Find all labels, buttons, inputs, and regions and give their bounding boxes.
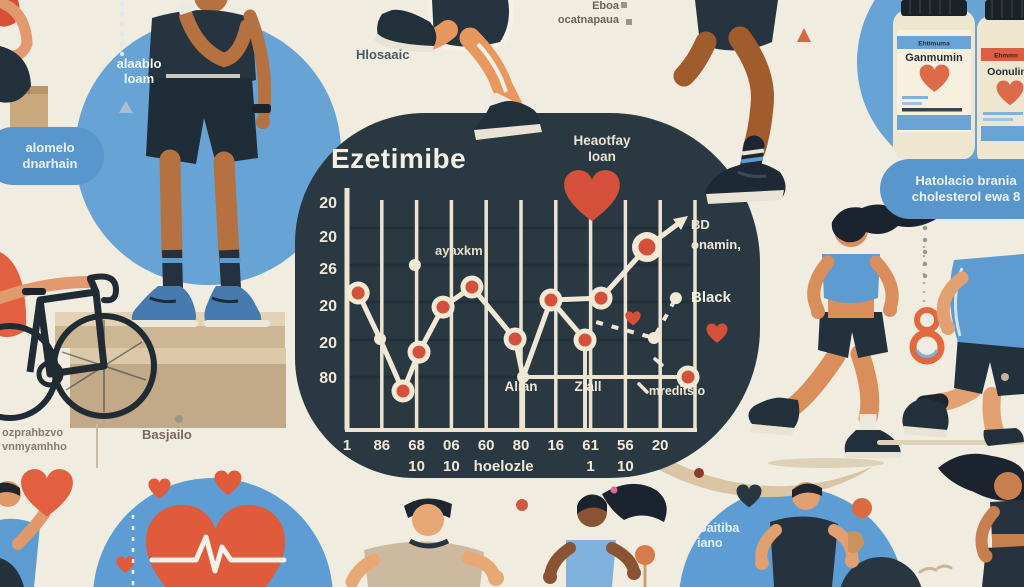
heart-ecg-group	[116, 470, 287, 587]
corner-runner-illustration	[938, 453, 1024, 587]
x-sub-tick-label: hoelozle	[474, 458, 534, 475]
running-woman-ponytail-illustration	[543, 483, 667, 587]
ecg-line-icon	[149, 534, 287, 574]
x-sub-tick-label: 1	[586, 458, 594, 475]
data-point	[681, 370, 695, 384]
kneeling-person-illustration	[0, 0, 33, 103]
data-point	[594, 291, 608, 305]
x-tick-label: 20	[652, 437, 669, 454]
triangle-accent	[119, 101, 133, 113]
x-tick-label: 56	[617, 437, 634, 454]
x-sub-tick-label: 10	[617, 458, 634, 475]
bottle2-band-text: Ehmmn	[994, 53, 1018, 60]
data-point	[508, 332, 522, 346]
arrow-head-icon	[673, 216, 688, 230]
bottle1-band-text: Ehtimuma	[918, 41, 950, 48]
dashed-line-series	[595, 297, 678, 341]
heart-holder-illustration	[0, 469, 73, 587]
data-point	[544, 293, 558, 307]
tan-blob-accent	[848, 531, 864, 553]
x-tick-label: 86	[373, 437, 390, 454]
x-tick-label: 68	[408, 437, 425, 454]
y-tick-label: 26	[319, 261, 337, 278]
chart-plot: 1 86 68 06 60 80 16 61 56 20 10 10 hoelozle 1 10 20 20 26…	[319, 170, 728, 475]
white-data-point	[669, 292, 682, 305]
x-sub-tick-label: 10	[443, 458, 460, 475]
top-right-runner-legs-illustration	[673, 0, 786, 204]
x-tick-label: 16	[547, 437, 564, 454]
white-data-point	[517, 371, 530, 384]
x-tick-label: 1	[343, 437, 351, 454]
y-tick-label: 20	[319, 335, 337, 352]
orange-triangle-accent	[797, 28, 811, 42]
pill-bottle-2: Ehmmn Oonulin	[977, 0, 1024, 166]
data-point	[465, 280, 479, 294]
ribbon-charm-icon	[909, 246, 945, 365]
y-tick-label: 20	[319, 229, 337, 246]
white-data-point	[374, 333, 387, 346]
x-sub-tick-label: 10	[408, 458, 425, 475]
data-point	[436, 300, 450, 314]
phone-icon	[177, 0, 196, 15]
running-man-illustration	[877, 254, 1024, 446]
fitness-watch-icon	[252, 104, 271, 113]
y-tick-label: 20	[319, 298, 337, 315]
data-point	[396, 384, 410, 398]
data-point	[351, 286, 365, 300]
y-tick-label: 80	[319, 370, 337, 387]
y-tick-label: 20	[319, 195, 337, 212]
white-data-point	[647, 332, 660, 345]
left-blue-circle	[75, 19, 341, 285]
ground-swoosh	[646, 448, 874, 498]
orange-dot-accent	[852, 498, 872, 518]
bottom-dark-circle	[840, 557, 922, 587]
x-tick-label: 60	[478, 437, 495, 454]
x-tick-label: 80	[513, 437, 530, 454]
lollipop-accent	[635, 545, 655, 565]
x-tick-label: 61	[582, 437, 599, 454]
box-illustration	[10, 86, 48, 132]
data-point	[578, 333, 592, 347]
standing-man-illustration	[128, 0, 272, 327]
stray-dot	[408, 258, 421, 271]
data-point	[638, 238, 656, 256]
bicycle-illustration	[0, 252, 157, 421]
pill-bottle-1: Ehtimuma Ganmumin	[893, 0, 975, 160]
x-tick-label: 06	[443, 437, 460, 454]
running-woman-illustration	[748, 204, 938, 468]
top-runner-legs-illustration	[374, 0, 542, 140]
bottle1-name-text: Ganmumin	[905, 52, 963, 64]
bottle2-name-text: Oonulin	[987, 66, 1024, 78]
running-man-tan-illustration	[345, 498, 504, 587]
data-point	[412, 345, 426, 359]
